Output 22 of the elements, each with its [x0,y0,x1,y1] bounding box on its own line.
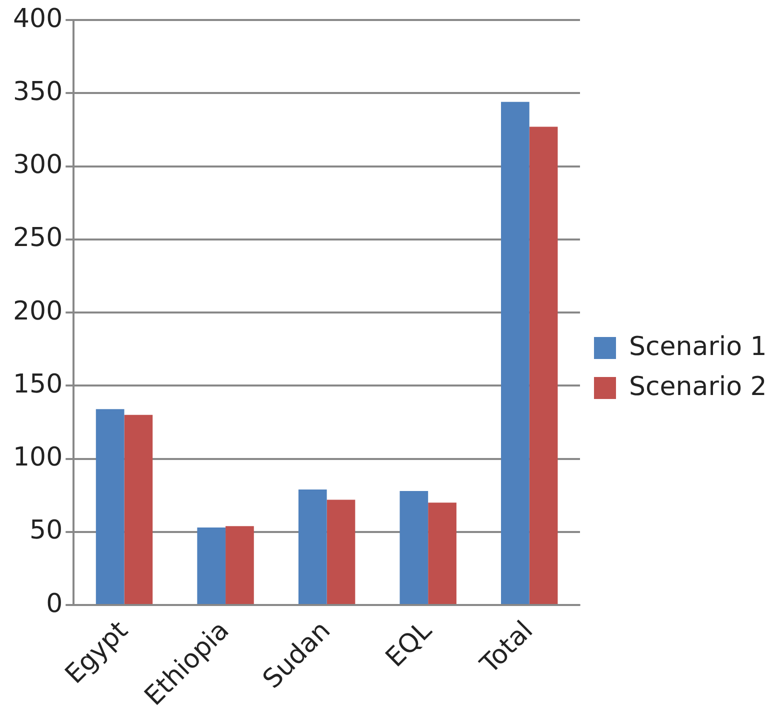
legend-label: Scenario 1 [629,332,767,362]
bar [96,409,124,604]
bar [326,500,356,604]
y-tick-label: 150 [12,369,63,400]
y-tick-label: 0 [46,588,63,619]
bar [529,126,558,604]
y-tick-label: 50 [30,516,63,546]
x-tick-label: EQL [380,615,438,674]
bar [197,528,226,604]
bar [400,490,428,604]
bar [501,102,530,604]
y-tick-label: 100 [12,442,63,473]
bar [428,502,456,604]
legend-label: Scenario 2 [629,372,767,402]
y-tick-label: 300 [12,150,63,180]
bar [226,526,254,604]
bar [298,490,327,604]
y-tick-label: 200 [12,296,63,326]
bar [124,414,153,604]
y-tick-label: 400 [12,4,63,34]
y-tick-label: 250 [12,223,63,254]
y-tick-label: 350 [12,76,63,107]
